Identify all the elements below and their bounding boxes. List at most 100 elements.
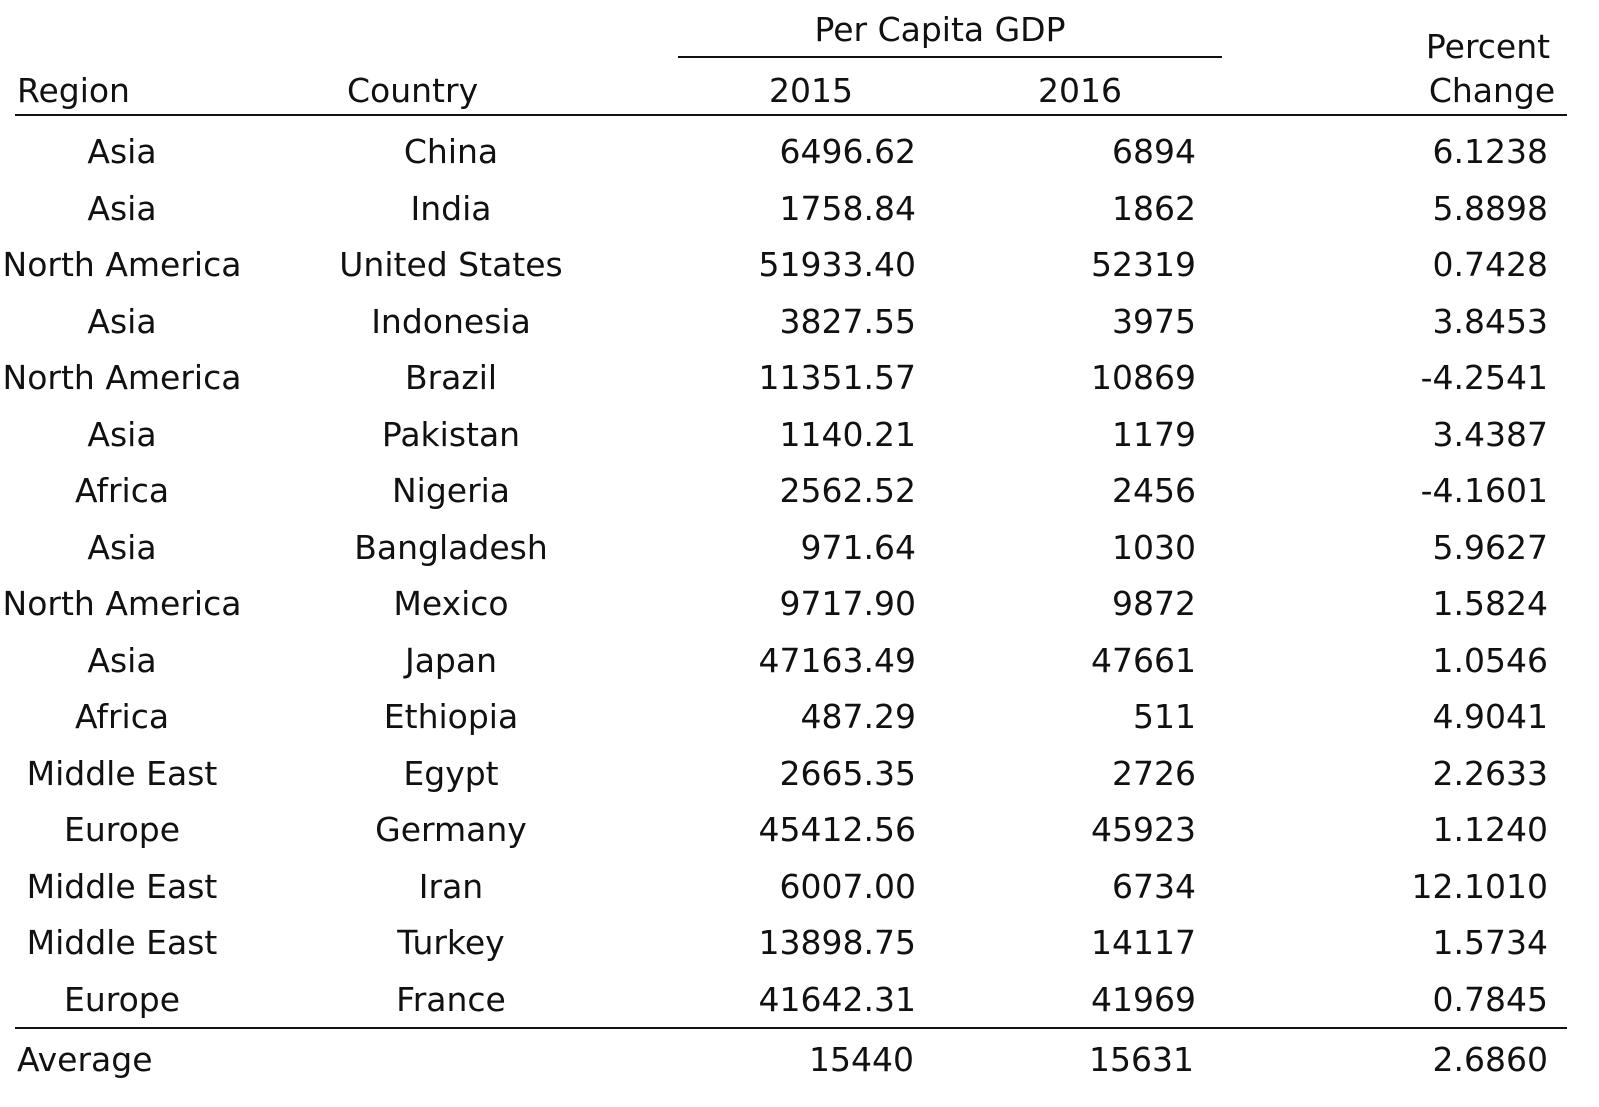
region-cell: Asia	[87, 302, 157, 341]
gdp-2016-cell: 14117	[1091, 923, 1196, 962]
group-header-rule	[678, 56, 1222, 58]
country-cell: Indonesia	[371, 302, 531, 341]
table-row: Asia Indonesia 3827.55 3975 3.8453	[0, 302, 1599, 342]
gdp-2015-cell: 13898.75	[758, 923, 916, 962]
table-row: Asia Japan 47163.49 47661 1.0546	[0, 641, 1599, 681]
table-row: Asia India 1758.84 1862 5.8898	[0, 189, 1599, 229]
region-cell: Asia	[87, 189, 157, 228]
table-row: Middle East Turkey 13898.75 14117 1.5734	[0, 923, 1599, 963]
percent-change-cell: 4.9041	[1432, 697, 1548, 736]
gdp-2015-cell: 6007.00	[779, 867, 916, 906]
gdp-2016-cell: 45923	[1091, 810, 1196, 849]
table-row: North America United States 51933.40 52319 0…	[0, 245, 1599, 285]
percent-change-cell: 6.1238	[1432, 132, 1548, 171]
table-row: Asia China 6496.62 6894 6.1238	[0, 132, 1599, 172]
gdp-2015-cell: 45412.56	[758, 810, 916, 849]
country-cell: United States	[339, 245, 563, 284]
percent-change-cell: 3.8453	[1432, 302, 1548, 341]
country-cell: Iran	[418, 867, 484, 906]
region-cell: Europe	[63, 810, 181, 849]
country-cell: China	[403, 132, 499, 171]
country-cell: Brazil	[404, 358, 498, 397]
gdp-2015-cell: 487.29	[800, 697, 916, 736]
gdp-2015-cell: 47163.49	[758, 641, 916, 680]
gdp-2016-cell: 47661	[1091, 641, 1196, 680]
table-row: North America Mexico 9717.90 9872 1.5824	[0, 584, 1599, 624]
average-percent-change: 2.6860	[1432, 1040, 1548, 1079]
percent-change-cell: 3.4387	[1432, 415, 1548, 454]
percent-change-cell: 5.8898	[1432, 189, 1548, 228]
country-cell: Mexico	[393, 584, 509, 623]
region-cell: Africa	[74, 471, 170, 510]
gdp-2015-cell: 51933.40	[758, 245, 916, 284]
percent-change-cell: 2.2633	[1432, 754, 1548, 793]
percent-change-cell: 1.1240	[1432, 810, 1548, 849]
gdp-2016-cell: 52319	[1091, 245, 1196, 284]
country-cell: Egypt	[403, 754, 499, 793]
country-cell: Germany	[375, 810, 527, 849]
percent-change-cell: 1.0546	[1432, 641, 1548, 680]
gdp-2016-cell: 2726	[1112, 754, 1196, 793]
table-row: Africa Ethiopia 487.29 511 4.9041	[0, 697, 1599, 737]
percent-change-cell: 0.7845	[1432, 980, 1548, 1019]
country-cell: India	[410, 189, 492, 228]
country-cell: France	[396, 980, 506, 1019]
average-gdp-2015: 15440	[809, 1040, 914, 1079]
gdp-2015-cell: 971.64	[800, 528, 916, 567]
table-row: North America Brazil 11351.57 10869 -4.2541	[0, 358, 1599, 398]
country-cell: Turkey	[397, 923, 505, 962]
percent-change-cell: -4.2541	[1420, 358, 1548, 397]
header-year-2015: 2015	[769, 71, 853, 110]
region-cell: Middle East	[26, 754, 218, 793]
header-year-2016: 2016	[1038, 71, 1122, 110]
gdp-2016-cell: 6734	[1112, 867, 1196, 906]
header-percent-line2: Change	[1428, 71, 1556, 110]
region-cell: Africa	[74, 697, 170, 736]
average-gdp-2016: 15631	[1089, 1040, 1194, 1079]
region-cell: Asia	[87, 641, 157, 680]
gdp-2016-cell: 1862	[1112, 189, 1196, 228]
region-cell: North America	[2, 358, 242, 397]
country-cell: Nigeria	[391, 471, 511, 510]
gdp-2016-cell: 511	[1133, 697, 1196, 736]
region-cell: North America	[2, 245, 242, 284]
gdp-2016-cell: 41969	[1091, 980, 1196, 1019]
percent-change-cell: 0.7428	[1432, 245, 1548, 284]
body-bottom-rule	[15, 1027, 1567, 1029]
country-cell: Bangladesh	[354, 528, 548, 567]
header-country: Country	[347, 71, 479, 110]
region-cell: Asia	[87, 528, 157, 567]
percent-change-cell: 1.5734	[1432, 923, 1548, 962]
gdp-2015-cell: 41642.31	[758, 980, 916, 1019]
percent-change-cell: -4.1601	[1420, 471, 1548, 510]
gdp-2016-cell: 2456	[1112, 471, 1196, 510]
table-row: Asia Bangladesh 971.64 1030 5.9627	[0, 528, 1599, 568]
percent-change-cell: 1.5824	[1432, 584, 1548, 623]
gdp-2016-cell: 1179	[1112, 415, 1196, 454]
gdp-2015-cell: 2665.35	[779, 754, 916, 793]
gdp-2015-cell: 1758.84	[779, 189, 916, 228]
gdp-2016-cell: 6894	[1112, 132, 1196, 171]
region-cell: Asia	[87, 132, 157, 171]
header-bottom-rule	[15, 114, 1567, 116]
average-label: Average	[17, 1040, 153, 1079]
percent-change-cell: 12.1010	[1411, 867, 1548, 906]
table-row: Europe Germany 45412.56 45923 1.1240	[0, 810, 1599, 850]
header-percent-line1: Percent	[1425, 27, 1551, 66]
table-row: Asia Pakistan 1140.21 1179 3.4387	[0, 415, 1599, 455]
table-row: Europe France 41642.31 41969 0.7845	[0, 980, 1599, 1020]
region-cell: Middle East	[26, 923, 218, 962]
gdp-2015-cell: 1140.21	[779, 415, 916, 454]
country-cell: Japan	[404, 641, 498, 680]
gdp-2015-cell: 2562.52	[779, 471, 916, 510]
gdp-2016-cell: 9872	[1112, 584, 1196, 623]
gdp-2016-cell: 10869	[1091, 358, 1196, 397]
region-cell: Middle East	[26, 867, 218, 906]
table-row: Middle East Egypt 2665.35 2726 2.2633	[0, 754, 1599, 794]
country-cell: Ethiopia	[383, 697, 519, 736]
table-row: Middle East Iran 6007.00 6734 12.1010	[0, 867, 1599, 907]
gdp-2016-cell: 3975	[1112, 302, 1196, 341]
region-cell: Asia	[87, 415, 157, 454]
group-header-per-capita-gdp: Per Capita GDP	[814, 10, 1066, 49]
